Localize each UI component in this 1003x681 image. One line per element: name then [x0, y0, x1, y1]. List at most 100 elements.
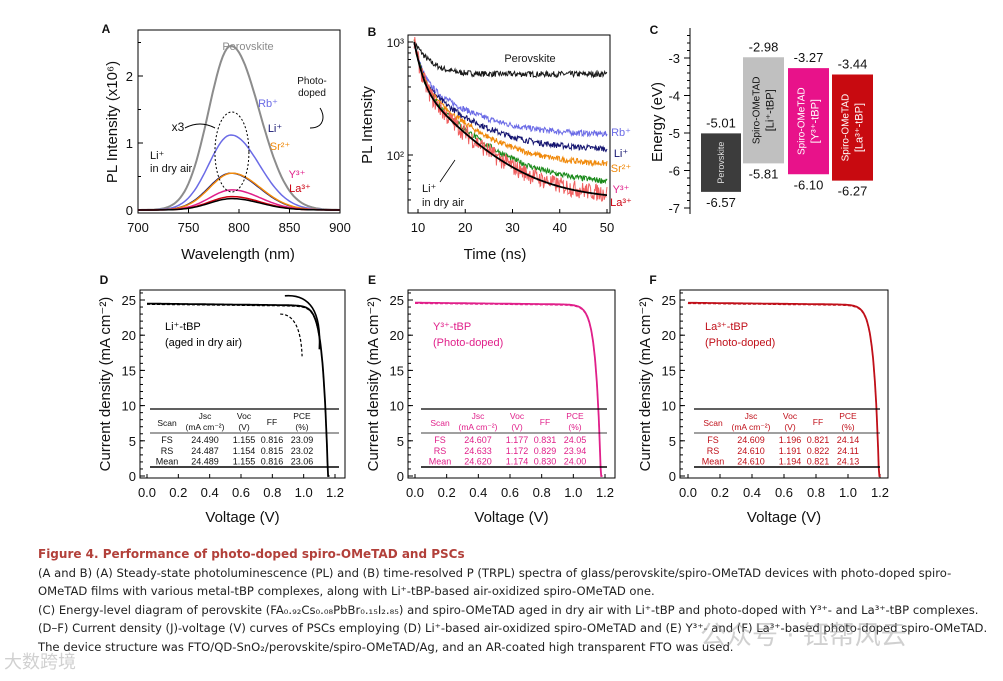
pl-curve: [138, 197, 340, 211]
y-tick-label: 5: [397, 434, 404, 449]
y-tick-label: -5: [668, 126, 680, 141]
bar-label: [Y³⁺-tBP]: [810, 99, 822, 143]
x3-dotted-ellipse: [214, 111, 250, 193]
table-cell: 24.620: [464, 457, 492, 467]
pl-curve: [138, 44, 340, 211]
x-tick-label: 0.6: [232, 485, 250, 500]
table-cell: 24.609: [737, 435, 765, 445]
panel-letter-f: F: [649, 273, 656, 287]
x-tick-label: 700: [127, 220, 149, 235]
device-label: (Photo-doped): [433, 337, 503, 349]
x-axis-label: Time (ns): [464, 246, 527, 263]
y-axis-label: Energy (eV): [649, 82, 666, 162]
y-tick-label: 25: [122, 293, 136, 308]
reverse-scan-arrow: [280, 313, 303, 357]
x-tick-label: 0.4: [469, 485, 487, 500]
table-header: Jsc: [745, 411, 759, 421]
panel-letter-c: C: [650, 23, 659, 37]
table-cell: 1.155: [233, 435, 256, 445]
table-header: PCE: [839, 411, 857, 421]
trpl-curve: [413, 41, 607, 196]
table-header-unit: (mA cm⁻²): [186, 422, 225, 432]
energy-bar: [832, 74, 873, 181]
panel-b: B 10 20 30 40 50 10³ 10² Time (ns) PL Intensity Pe…: [359, 25, 632, 263]
table-cell: Mean: [429, 457, 452, 467]
x-tick-label: 0.4: [743, 485, 761, 500]
energy-bar: [743, 57, 784, 164]
y-tick-label: 2: [126, 69, 133, 84]
x-tick-label: 1.2: [326, 485, 344, 500]
bar-label: [La³⁺-tBP]: [854, 103, 866, 152]
series-label: Perovskite: [222, 41, 273, 53]
photo-doped-annotation: doped: [298, 88, 326, 99]
series-label: Li⁺: [614, 148, 629, 160]
y-tick-label: 1: [126, 136, 133, 151]
jv-curve: [687, 302, 881, 477]
photo-doped-brace: [309, 107, 324, 129]
jv-curve: [147, 302, 330, 477]
table-header: FF: [540, 417, 550, 427]
table-cell: 0.816: [261, 435, 284, 445]
y-tick-label: 25: [390, 293, 404, 308]
table-header-unit: (V): [511, 422, 523, 432]
y-axis-label: PL Intensity (x10⁶): [104, 61, 121, 183]
table-header-unit: (V): [784, 422, 796, 432]
table-cell: 1.194: [779, 457, 802, 467]
x-tick-label: 1.0: [564, 485, 582, 500]
x-axis-label: Voltage (V): [474, 509, 548, 526]
table-cell: 1.196: [779, 435, 802, 445]
x-tick-label: 0.8: [263, 485, 281, 500]
y-tick-label: 10: [390, 399, 404, 414]
table-cell: RS: [707, 446, 720, 456]
panel-d: D 0.0 0.2 0.4 0.6 0.8 1.0 1.2 0 5 10 15 20 25 Voltage …: [97, 273, 346, 526]
x-tick-label: 0.6: [775, 485, 793, 500]
energy-bottom-label: -6.27: [838, 184, 868, 199]
table-cell: 0.829: [534, 446, 557, 456]
x-tick-label: 40: [553, 220, 567, 235]
x-tick-label: 900: [329, 220, 351, 235]
table-header-unit: (%): [841, 422, 854, 432]
watermark-text: 公众号 · 钰帮风云: [700, 621, 907, 651]
series-label: Perovskite: [504, 53, 555, 65]
y-axis-label: PL Intensity: [359, 86, 376, 164]
series-label: Rb⁺: [611, 127, 631, 139]
caption-title: Figure 4. Performance of photo-doped spi…: [38, 547, 465, 561]
x-axis-label: Voltage (V): [205, 509, 279, 526]
energy-bar: [701, 133, 741, 192]
panel-a: A 700 750 800 850 900 0 1 2 Wavelength (nm) PL Int…: [102, 22, 351, 263]
energy-bottom-label: -6.10: [794, 177, 824, 192]
energy-bottom-label: -5.81: [749, 166, 779, 181]
table-cell: 23.94: [564, 446, 587, 456]
table-cell: 0.815: [261, 446, 284, 456]
panel-e: E 0.0 0.2 0.4 0.6 0.8 1.0 1.2 0 5 10 15 20 25 Voltage …: [365, 273, 616, 526]
trpl-curve: [413, 40, 608, 79]
y-tick-label: 10: [122, 399, 136, 414]
table-header: Scan: [703, 418, 723, 428]
device-label: Li⁺-tBP: [165, 321, 201, 333]
y-tick-label: 0: [126, 203, 133, 218]
table-cell: 0.822: [807, 446, 830, 456]
panel-f: F 0.0 0.2 0.4 0.6 0.8 1.0 1.2 0 5 10 15 20 25 Voltage …: [637, 273, 889, 526]
device-label: (aged in dry air): [165, 337, 242, 349]
table-cell: 1.155: [233, 457, 256, 467]
panel-letter-d: D: [100, 273, 109, 287]
x-tick-label: 0.0: [138, 485, 156, 500]
device-label: Y³⁺-tBP: [433, 321, 471, 333]
x-tick-label: 0.8: [807, 485, 825, 500]
jv-curve: [687, 301, 881, 477]
y-tick-label: 5: [129, 434, 136, 449]
watermark-text-2: 大数跨境: [4, 652, 76, 673]
x3-pointer: [184, 123, 216, 129]
bar-label: Spiro-OMeTAD: [841, 94, 852, 162]
energy-top-label: -5.01: [706, 115, 736, 130]
x-tick-label: 0.6: [501, 485, 519, 500]
li-dry-air-annotation: in dry air: [422, 197, 465, 209]
forward-scan-arrow: [284, 294, 321, 350]
y-tick-label: 0: [669, 469, 676, 484]
x-tick-label: 850: [279, 220, 301, 235]
y-tick-label: -3: [668, 51, 680, 66]
energy-top-label: -2.98: [749, 39, 779, 54]
table-cell: RS: [434, 446, 447, 456]
y-tick-label: 25: [662, 293, 676, 308]
pv-parameter-table: Scan Jsc(mA cm⁻²) Voc(V) FF PCE(%) FS 24.607 1.…: [421, 408, 607, 468]
